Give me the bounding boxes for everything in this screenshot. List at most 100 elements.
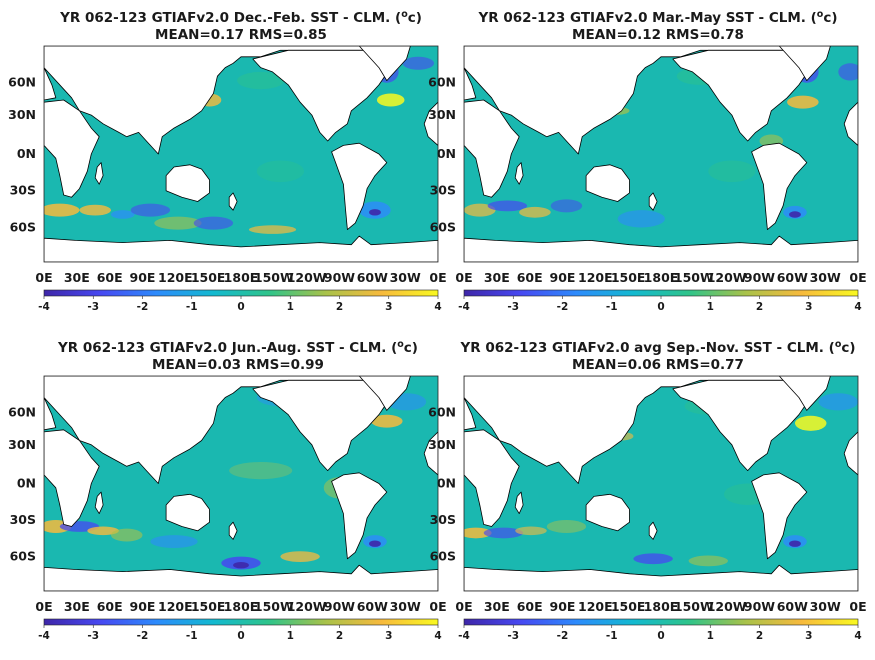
colorbar-tick-label: 4 [854,630,861,642]
land-samerica [751,142,808,231]
map-frame [463,375,859,592]
anomaly-patch [256,160,305,183]
anomaly-patch [794,415,827,431]
colorbar-tick-label: 2 [336,301,343,313]
anomaly-patch [150,535,198,548]
colorbar-tick-label: 1 [287,630,294,642]
land-greenland [778,46,831,81]
panel-title: YR 062-123 GTIAFv2.0 Jun.-Aug. SST - CLM… [57,339,418,356]
x-tick-label: 150E [191,599,226,614]
colorbar-tick-label: -1 [186,630,198,642]
y-tick-label: 30N [8,107,36,122]
x-tick-label: 0E [35,599,52,614]
colorbar-tick-label: 1 [707,630,714,642]
colorbar-tick-label: 4 [434,630,441,642]
y-tick-label: 30S [430,512,456,527]
colorbar-tick-label: 2 [336,630,343,642]
y-tick-label: 30S [10,512,36,527]
colorbar-tick-label: -4 [38,301,50,313]
land-eurasia [464,46,819,155]
anomaly-patch [376,93,405,107]
anomaly-patch [79,204,111,216]
anomaly-patch [193,216,234,230]
land-australia [165,164,210,202]
panel-title-superscript: o [817,9,824,20]
x-tick-label: 60W [357,270,388,285]
panel-title-unit: c) [408,10,422,26]
colorbar-tick-label: -2 [557,630,569,642]
x-tick-label: 60E [517,599,543,614]
anomaly-patch [546,520,587,533]
anomaly-patch [369,209,381,216]
x-tick-label: 150W [254,599,294,614]
land-nz [228,192,238,211]
land-eurasia [44,46,400,155]
x-tick-label: 30W [390,270,421,285]
anomaly-patch [818,393,858,411]
land-africa [464,429,520,527]
anomaly-patch [550,199,583,213]
colorbar-tick-label: 3 [805,301,812,313]
x-tick-label: 90E [550,270,576,285]
anomaly-patch [110,528,143,542]
x-tick-label: 180E [644,599,679,614]
land-australia [585,164,630,202]
land-australia [585,493,630,532]
x-tick-label: 30E [484,599,510,614]
colorbar [43,618,439,626]
y-tick-label: 60S [10,549,36,564]
y-tick-label: 30N [428,107,456,122]
anomaly-patch [130,203,171,217]
anomaly-patch [617,210,665,228]
panel-title-unit: c) [841,340,855,356]
x-tick-label: 120E [158,270,193,285]
anomaly-patch [483,527,524,539]
sst-anomaly-map [464,376,858,591]
x-tick-label: 90E [130,270,156,285]
x-tick-label: 60W [357,599,388,614]
colorbar-tick-label: 3 [805,630,812,642]
x-tick-label: 30E [484,270,510,285]
x-tick-label: 150W [254,270,294,285]
panel-title-superscript: o [397,339,404,350]
colorbar-tick-label: 0 [657,301,664,313]
anomaly-patch [487,200,528,212]
x-tick-label: 30W [810,270,841,285]
colorbar-tick-label: 3 [385,630,392,642]
y-tick-label: 60N [8,405,36,420]
colorbar-tick-label: 0 [237,301,244,313]
x-tick-label: 180E [224,270,259,285]
x-tick-label: 0E [429,599,446,614]
colorbar-tick-label: 2 [756,630,763,642]
map-panel-4: YR 062-123 GTIAFv2.0 avg Sep.-Nov. SST -… [428,339,866,642]
land-africa [464,99,520,198]
y-tick-label: 30S [10,183,36,198]
x-tick-label: 120E [158,599,193,614]
x-tick-label: 120W [707,599,747,614]
panel-title-main: YR 062-123 GTIAFv2.0 avg Sep.-Nov. SST -… [459,340,834,356]
land-antarctica [44,235,438,262]
anomaly-patch [44,203,80,217]
land-antarctica [44,564,438,591]
land-greenland [358,376,411,411]
panel-title-superscript: o [401,9,408,20]
x-tick-label: 120W [287,599,327,614]
colorbar-tick-label: -3 [507,301,519,313]
panel-title-main: YR 062-123 GTIAFv2.0 Dec.-Feb. SST - CLM… [59,10,401,26]
colorbar-tick-label: 1 [287,301,294,313]
colorbar-tick-label: 2 [756,301,763,313]
anomaly-patch [369,540,381,547]
y-tick-label: 0N [17,146,36,161]
land-australia [165,493,210,532]
anomaly-patch [789,540,801,547]
colorbar-tick-label: -2 [137,301,149,313]
land-africa [44,99,100,198]
panel-stats: MEAN=0.17 RMS=0.85 [155,27,327,43]
anomaly-patch [110,210,135,219]
panel-title: YR 062-123 GTIAFv2.0 Mar.-May SST - CLM.… [477,9,837,26]
panel-title-unit: c) [404,340,418,356]
anomaly-patch [688,555,728,567]
colorbar-tick-label: -3 [87,301,99,313]
y-tick-label: 60N [8,75,36,90]
